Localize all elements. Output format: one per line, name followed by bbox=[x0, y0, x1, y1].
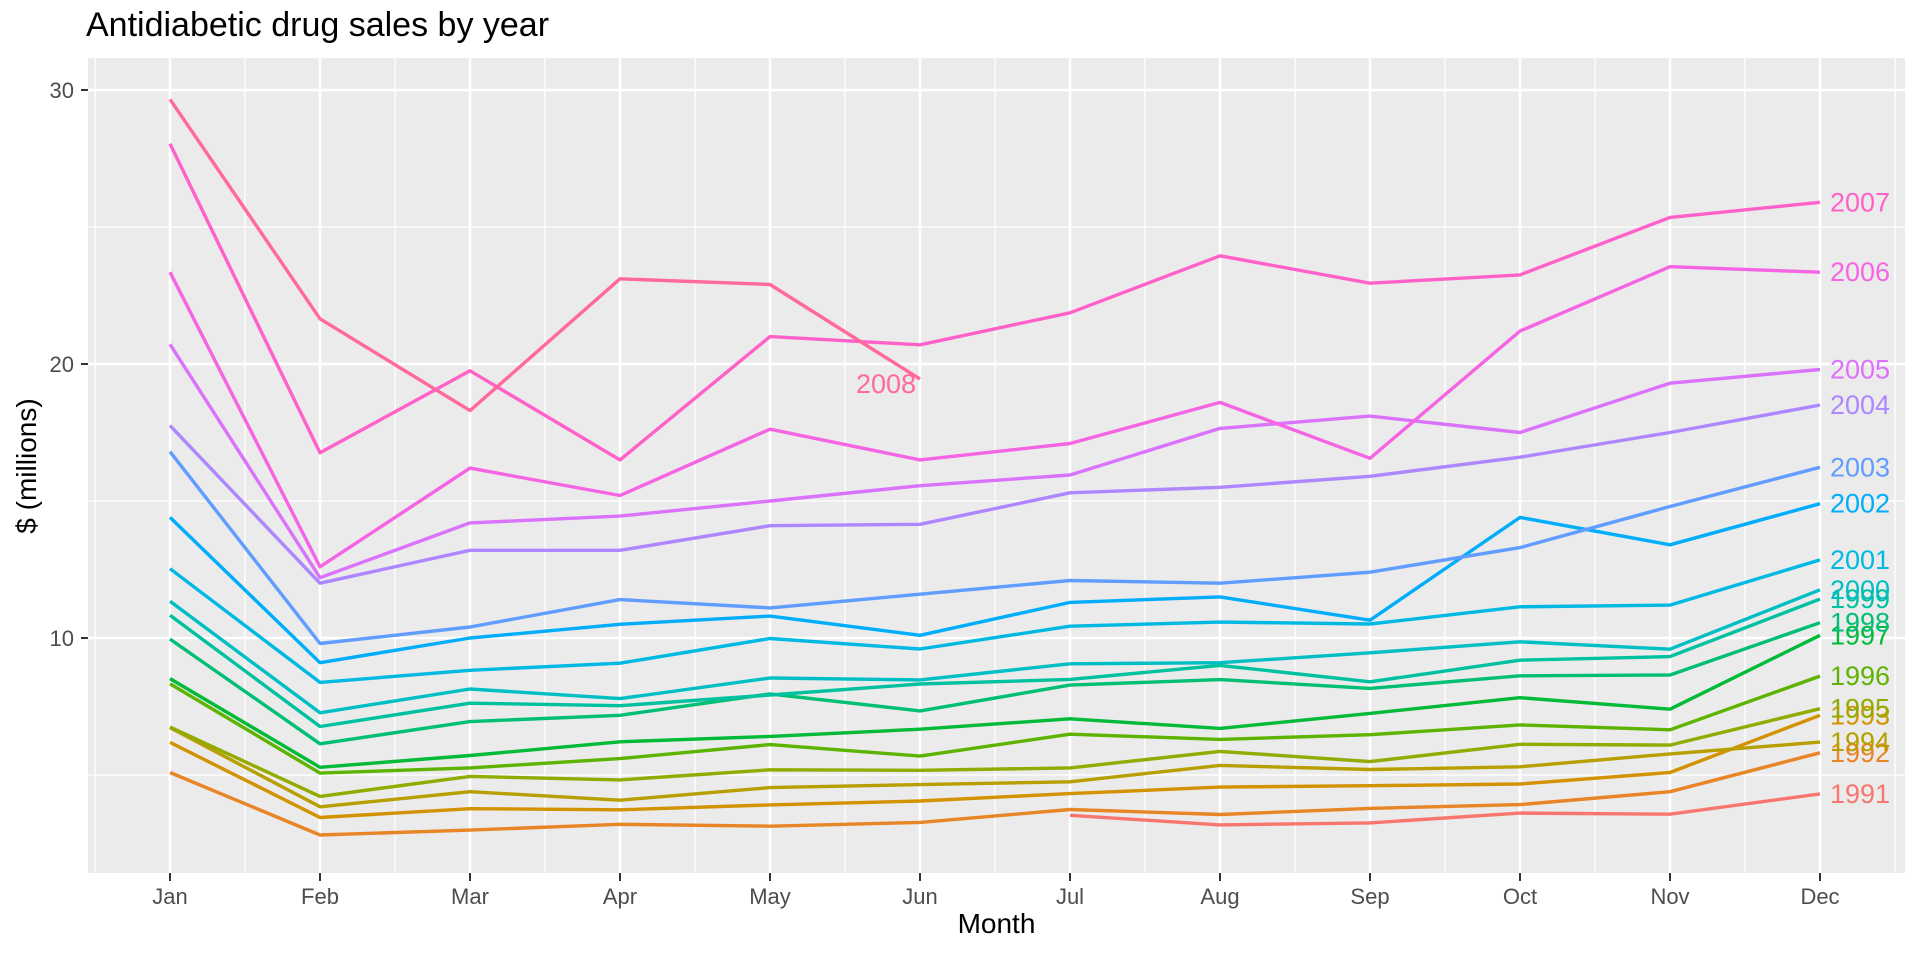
y-axis-title: $ (millions) bbox=[11, 398, 42, 534]
x-tick-label-Jul: Jul bbox=[1056, 884, 1084, 909]
series-label-2001: 2001 bbox=[1830, 545, 1890, 575]
series-label-2002: 2002 bbox=[1830, 489, 1890, 519]
x-tick-label-Jun: Jun bbox=[902, 884, 937, 909]
series-line-1993 bbox=[169, 713, 1821, 820]
series-label-1993: 1993 bbox=[1830, 700, 1890, 730]
series-line-2002 bbox=[168, 502, 1821, 665]
y-tick-label-30: 30 bbox=[50, 78, 74, 103]
series-label-1994: 1994 bbox=[1830, 727, 1890, 757]
series-label-1999: 1999 bbox=[1830, 584, 1890, 614]
series-label-2007: 2007 bbox=[1830, 187, 1890, 217]
series-line-2004 bbox=[168, 403, 1821, 585]
series-label-2008: 2008 bbox=[856, 369, 916, 399]
series-line-2008 bbox=[168, 98, 921, 413]
series-line-1992 bbox=[169, 751, 1821, 837]
y-tick-label-20: 20 bbox=[50, 352, 74, 377]
series-label-1991: 1991 bbox=[1830, 779, 1890, 809]
series-label-1996: 1996 bbox=[1830, 661, 1890, 691]
series-label-1995: 1995 bbox=[1830, 694, 1890, 724]
chart-title: Antidiabetic drug sales by year bbox=[86, 6, 550, 44]
series-line-1991 bbox=[1069, 792, 1821, 827]
plot-panel bbox=[88, 58, 1905, 873]
series-line-2006 bbox=[168, 265, 1821, 569]
x-tick-label-Jan: Jan bbox=[152, 884, 187, 909]
series-line-2001 bbox=[168, 558, 1821, 685]
series-label-1992: 1992 bbox=[1830, 738, 1890, 768]
x-axis-title: Month bbox=[957, 908, 1036, 939]
x-tick-label-Mar: Mar bbox=[451, 884, 489, 909]
series-label-2006: 2006 bbox=[1830, 257, 1890, 287]
x-tick-label-Dec: Dec bbox=[1800, 884, 1839, 909]
x-tick-label-Sep: Sep bbox=[1350, 884, 1389, 909]
series-label-2003: 2003 bbox=[1830, 452, 1890, 482]
series-line-2005 bbox=[168, 343, 1821, 580]
series-line-1996 bbox=[169, 674, 1821, 775]
series-line-1997 bbox=[169, 633, 1821, 769]
series-label-2004: 2004 bbox=[1830, 390, 1890, 420]
series-line-2003 bbox=[168, 450, 1821, 646]
series-line-1994 bbox=[169, 726, 1821, 809]
series-line-1998 bbox=[169, 621, 1821, 746]
x-tick-label-Feb: Feb bbox=[301, 884, 339, 909]
x-tick-label-May: May bbox=[749, 884, 791, 909]
series-label-2000: 2000 bbox=[1830, 575, 1890, 605]
series-line-2007 bbox=[168, 142, 1821, 462]
x-tick-label-Nov: Nov bbox=[1650, 884, 1689, 909]
series-line-2000 bbox=[168, 588, 1821, 715]
y-tick-label-10: 10 bbox=[50, 626, 74, 651]
series-line-1995 bbox=[169, 707, 1821, 799]
x-tick-label-Apr: Apr bbox=[603, 884, 637, 909]
x-tick-label-Aug: Aug bbox=[1200, 884, 1239, 909]
series-label-1998: 1998 bbox=[1830, 608, 1890, 638]
series-label-2005: 2005 bbox=[1830, 354, 1890, 384]
series-line-1999 bbox=[168, 597, 1821, 729]
series-label-1997: 1997 bbox=[1830, 620, 1890, 650]
x-tick-label-Oct: Oct bbox=[1503, 884, 1537, 909]
